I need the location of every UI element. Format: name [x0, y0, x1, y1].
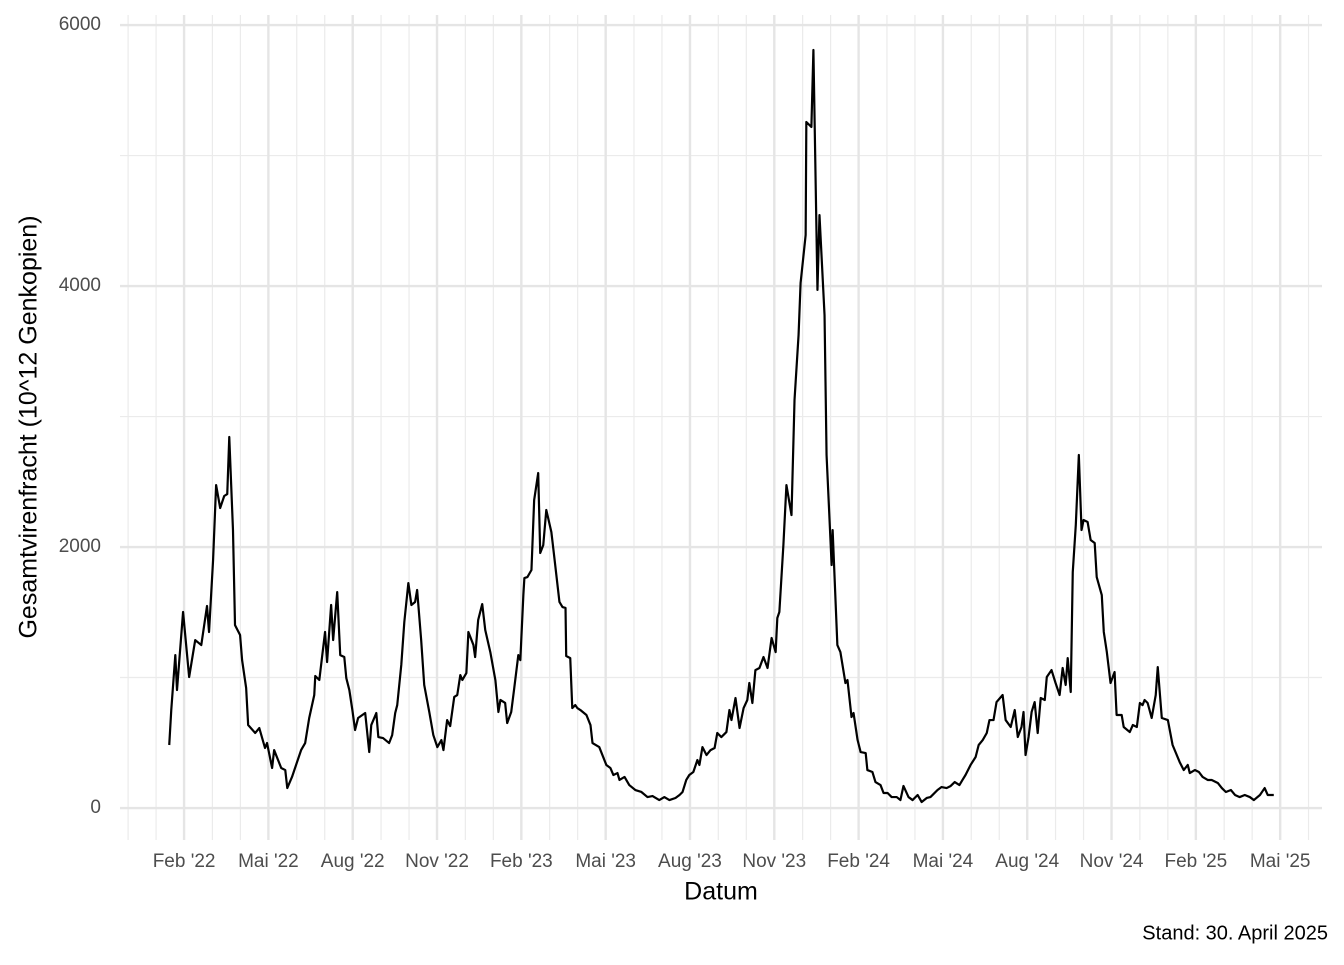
x-tick-label: Aug '22: [321, 851, 385, 872]
x-tick-label: Feb '22: [153, 851, 216, 872]
y-tick-label: 4000: [59, 275, 101, 296]
x-tick-label: Mai '22: [238, 851, 299, 872]
x-axis-title: Datum: [684, 878, 758, 906]
y-tick-label: 2000: [59, 536, 101, 557]
x-tick-label: Mai '23: [575, 851, 636, 872]
y-axis-title: Gesamtvirenfracht (10^12 Genkopien): [15, 215, 43, 638]
caption: Stand: 30. April 2025: [1142, 922, 1328, 944]
data-line: [168, 48, 1274, 804]
x-tick-label: Aug '23: [658, 851, 722, 872]
x-tick-label: Feb '23: [490, 851, 553, 872]
y-tick-label: 6000: [59, 14, 101, 35]
x-tick-label: Nov '24: [1080, 851, 1144, 872]
x-tick-label: Mai '25: [1250, 851, 1311, 872]
x-tick-label: Feb '25: [1164, 851, 1227, 872]
y-tick-label: 0: [90, 797, 101, 818]
x-tick-label: Aug '24: [995, 851, 1059, 872]
x-tick-label: Feb '24: [827, 851, 890, 872]
x-tick-label: Nov '22: [405, 851, 469, 872]
x-tick-label: Mai '24: [913, 851, 974, 872]
x-tick-label: Nov '23: [742, 851, 806, 872]
